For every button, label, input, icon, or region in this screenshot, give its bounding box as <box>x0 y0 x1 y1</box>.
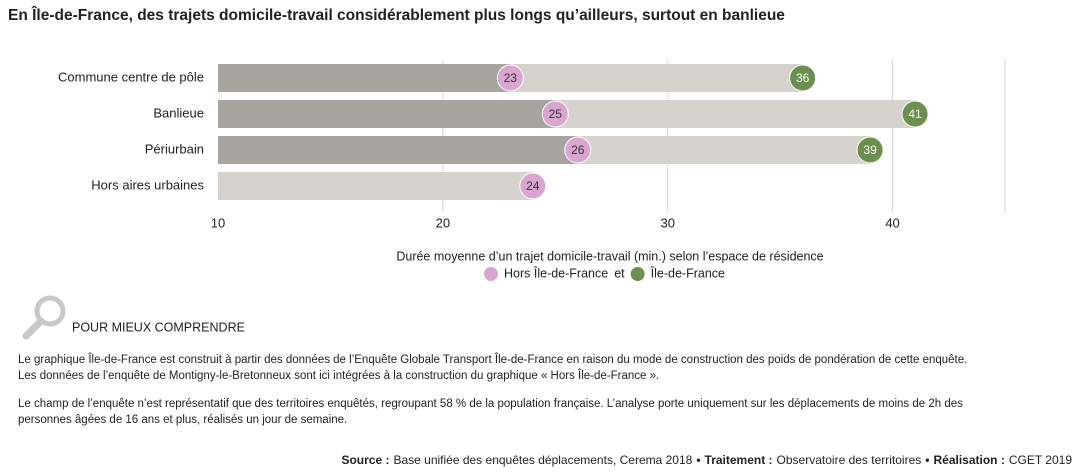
notes-heading: POUR MIEUX COMPRENDRE <box>72 320 245 334</box>
bar-hors-ile-de-france <box>218 64 511 92</box>
x-tick-label: 10 <box>211 215 225 230</box>
x-axis-title: Durée moyenne d’un trajet domicile-trava… <box>396 249 823 263</box>
source-text: Base unifiée des enquêtes déplacements, … <box>393 453 692 467</box>
bar-hors-ile-de-france <box>218 172 533 200</box>
x-tick-label: 20 <box>436 215 450 230</box>
notes-line: Le graphique Île-de-France est construit… <box>18 353 967 366</box>
notes-line: Les données de l’enquête de Montigny-le-… <box>18 369 659 382</box>
chart-title: En Île-de-France, des trajets domicile-t… <box>8 6 785 24</box>
magnifier-icon <box>22 295 66 340</box>
value-dot <box>496 64 524 92</box>
legend-label: Hors Île-de-France <box>504 265 608 280</box>
value-label: 41 <box>908 107 922 121</box>
source-separator: • <box>696 453 700 467</box>
source-text: CGET 2019 <box>1009 453 1072 467</box>
y-tick-label: Périurbain <box>145 141 204 156</box>
legend: Hors Île-de-France et Île-de-France <box>484 265 725 281</box>
source-label: Réalisation : <box>933 453 1004 467</box>
source-text: Observatoire des territoires <box>777 453 922 467</box>
value-label: 24 <box>526 179 540 193</box>
y-tick-label: Commune centre de pôle <box>58 69 204 84</box>
source: Source : Base unifiée des enquêtes déplac… <box>341 453 1072 467</box>
value-dot <box>856 136 884 164</box>
value-label: 39 <box>863 143 877 157</box>
value-label: 25 <box>549 107 563 121</box>
value-label: 23 <box>504 71 518 85</box>
value-dot <box>789 64 817 92</box>
bar-hors-ile-de-france <box>218 136 578 164</box>
value-dot <box>901 100 929 128</box>
value-label: 26 <box>571 143 585 157</box>
y-tick-label: Hors aires urbaines <box>91 177 204 192</box>
value-dot <box>564 136 592 164</box>
legend-swatch <box>630 267 645 281</box>
legend-swatch <box>484 267 498 281</box>
x-tick-label: 40 <box>885 215 899 230</box>
notes-line: Le champ de l’enquête n’est représentati… <box>18 398 963 410</box>
x-tick-label: 30 <box>660 215 674 230</box>
notes-line: personnes âgées de 16 ans et plus, réali… <box>18 414 347 426</box>
y-tick-label: Banlieue <box>153 105 204 120</box>
legend-label: Île-de-France <box>650 265 725 280</box>
source-separator: • <box>925 453 929 467</box>
legend-joiner: et <box>614 266 625 280</box>
source-label: Source : <box>341 453 389 467</box>
value-dot <box>541 100 569 128</box>
source-label: Traitement : <box>705 453 773 467</box>
value-dot <box>519 172 547 200</box>
value-label: 36 <box>796 71 810 85</box>
bar-hors-ile-de-france <box>218 100 556 128</box>
